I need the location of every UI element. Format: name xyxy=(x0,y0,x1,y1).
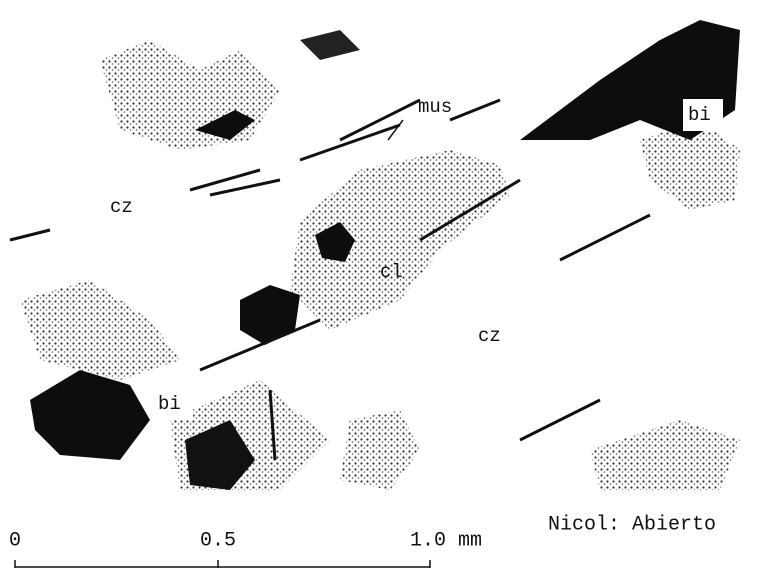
illumination-note: Nicol: Abierto xyxy=(548,513,716,536)
micrograph: mus bi cz cl cz bi Nicol: Abierto 0 0.5 1.0 mm xyxy=(0,0,758,571)
scale-label: 0.5 xyxy=(200,529,236,552)
mineral-label: bi xyxy=(158,393,181,415)
mineral-label: bi xyxy=(688,104,711,126)
mineral-label: cz xyxy=(110,196,133,218)
scale-label: 0 xyxy=(9,529,21,552)
mineral-label: mus xyxy=(418,96,452,118)
mineral-label: cz xyxy=(478,325,501,347)
mineral-label: cl xyxy=(380,261,403,283)
scale-bar xyxy=(15,560,430,568)
thin-section xyxy=(10,20,740,490)
scale-label: 1.0 mm xyxy=(410,529,482,552)
